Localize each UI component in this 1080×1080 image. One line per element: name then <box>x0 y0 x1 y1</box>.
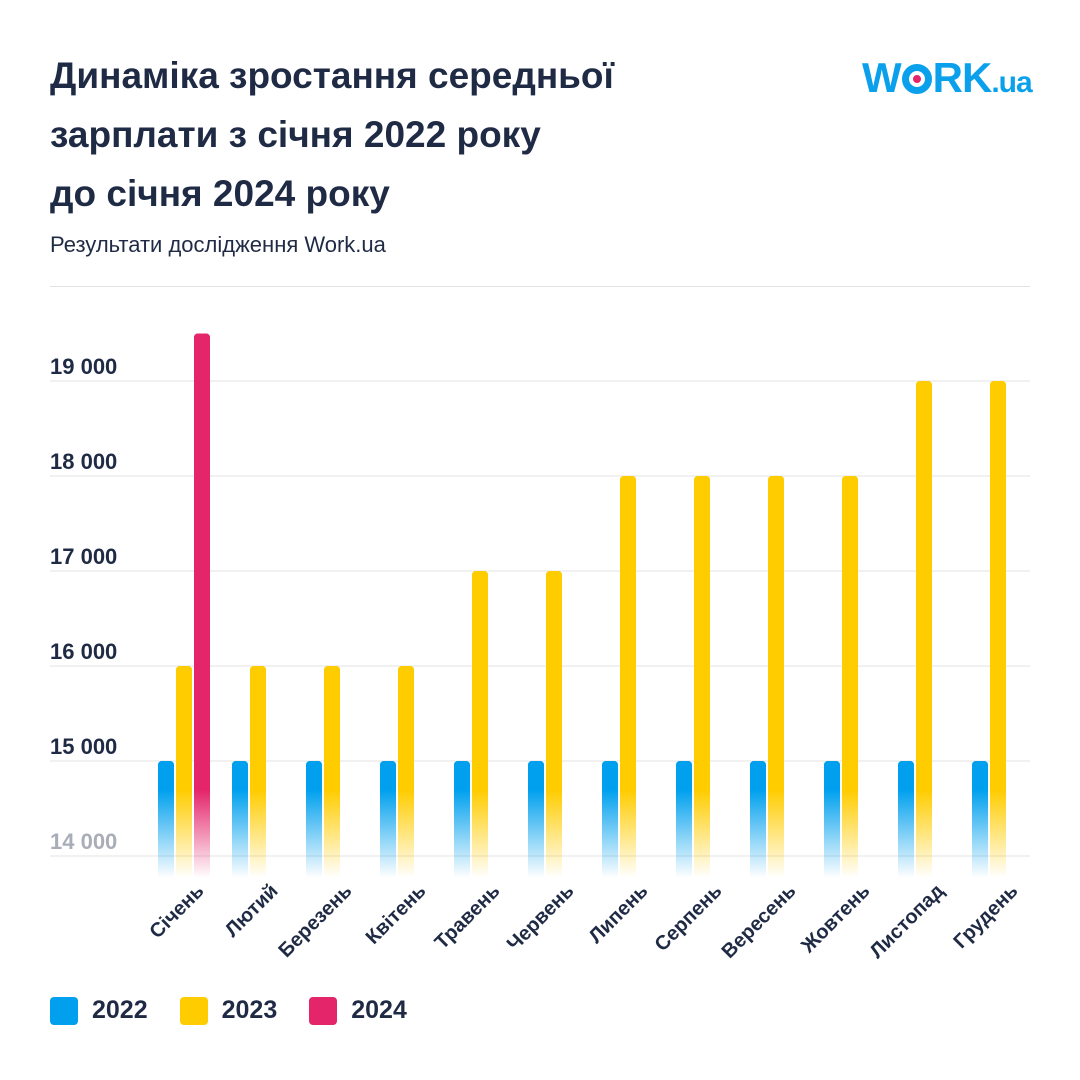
bar-2022-9 <box>824 761 840 878</box>
y-tick-label: 16 000 <box>50 639 117 664</box>
legend-item-2024: 2024 <box>309 996 407 1025</box>
bar-2023-top <box>768 476 784 790</box>
x-tick-label: Квітень <box>362 880 431 949</box>
bar-2022-top <box>380 761 396 790</box>
bar-2022-7 <box>676 761 692 878</box>
title-line: Динаміка зростання середньої <box>50 55 614 96</box>
bar-2023-top <box>990 381 1006 790</box>
header-divider <box>50 286 1030 287</box>
bar-2023-top <box>620 476 636 790</box>
bar-2023-top <box>324 666 340 790</box>
bar-2022-top <box>898 761 914 790</box>
legend-label: 2024 <box>351 996 407 1024</box>
x-tick-label: Листопад <box>866 880 949 963</box>
title-line: зарплати з січня 2022 року <box>50 114 541 155</box>
bar-2023-top <box>176 666 192 790</box>
bar-2023-top <box>250 666 266 790</box>
bar-2022-top <box>528 761 544 790</box>
legend: 2022 2023 2024 <box>50 996 439 1025</box>
bar-2023-top <box>694 476 710 790</box>
bar-2023-top <box>546 571 562 790</box>
x-tick-label: Жовтень <box>796 880 874 958</box>
bar-2023-top <box>398 666 414 790</box>
bar-2022-2 <box>306 761 322 878</box>
title-line: до січня 2024 року <box>50 173 390 214</box>
x-tick-label: Липень <box>585 880 653 948</box>
x-tick-label: Травень <box>431 880 505 954</box>
legend-item-2023: 2023 <box>179 996 278 1025</box>
bar-2022-4 <box>454 761 470 878</box>
bar-2022-top <box>158 761 174 790</box>
legend-swatch <box>179 996 208 1025</box>
bar-2022-top <box>232 761 248 790</box>
bar-2024-top <box>194 333 210 790</box>
legend-label: 2023 <box>221 996 278 1024</box>
chart-title: Динаміка зростання середньої зарплати з … <box>50 46 750 223</box>
bar-2022-8 <box>750 761 766 878</box>
bar-2022-10 <box>898 761 914 878</box>
x-tick-label: Серпень <box>651 880 727 956</box>
bar-2023-top <box>472 571 488 790</box>
logo-target-icon <box>901 64 932 94</box>
chart-subtitle: Результати дослідження Work.ua <box>50 232 386 257</box>
bar-2022-top <box>602 761 618 790</box>
y-tick-label: 15 000 <box>50 734 117 759</box>
bar-2022-top <box>676 761 692 790</box>
bar-2022-11 <box>972 761 988 878</box>
legend-swatch <box>50 996 78 1025</box>
bar-2022-top <box>750 761 766 790</box>
bar-2023-top <box>842 476 858 790</box>
bar-2023-top <box>916 381 932 790</box>
x-tick-label: Червень <box>503 880 579 956</box>
y-tick-label: 14 000 <box>50 829 117 854</box>
legend-swatch <box>309 996 338 1025</box>
bar-2022-top <box>454 761 470 790</box>
x-tick-label: Січень <box>146 880 209 943</box>
x-tick-label: Лютий <box>221 880 283 942</box>
legend-label: 2022 <box>92 996 148 1024</box>
y-tick-label: 17 000 <box>50 544 117 569</box>
y-tick-label: 19 000 <box>50 354 117 379</box>
x-tick-label: Грудень <box>949 880 1022 953</box>
bar-2022-5 <box>528 761 544 878</box>
bar-2022-0 <box>158 761 174 878</box>
bar-2022-6 <box>602 761 618 878</box>
bar-2022-1 <box>232 761 248 878</box>
work-ua-logo: W RK.ua <box>862 54 1033 101</box>
bar-2022-3 <box>380 761 396 878</box>
x-tick-label: Вересень <box>718 880 801 963</box>
x-tick-label: Березень <box>275 880 357 962</box>
bar-2022-top <box>972 761 988 790</box>
bar-2022-top <box>306 761 322 790</box>
bar-2022-top <box>824 761 840 790</box>
legend-item-2022: 2022 <box>50 996 148 1025</box>
y-tick-label: 18 000 <box>50 449 117 474</box>
